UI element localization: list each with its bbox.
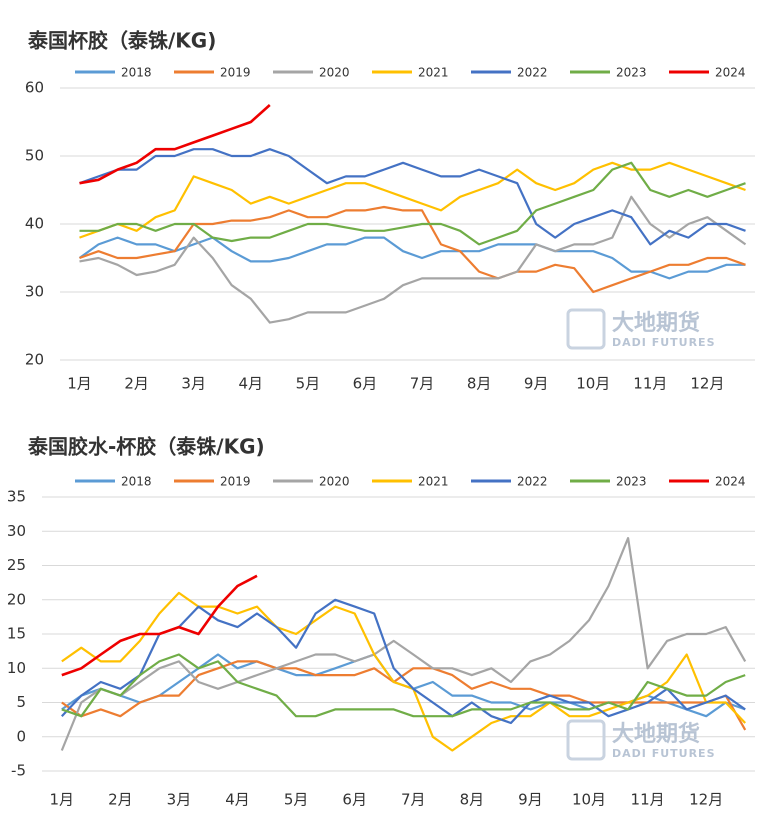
- y-tick-label: 25: [7, 556, 26, 574]
- legend-label: 2019: [220, 475, 251, 489]
- x-tick-label: 12月: [690, 375, 724, 393]
- legend-label: 2022: [517, 475, 548, 489]
- watermark-logo: [566, 308, 606, 350]
- legend-label: 2023: [616, 475, 647, 489]
- legend-label: 2021: [418, 475, 449, 489]
- x-tick-label: 2月: [108, 791, 133, 809]
- y-tick-label: 10: [7, 659, 26, 677]
- y-tick-label: 60: [25, 79, 44, 97]
- series-line: [79, 161, 746, 246]
- legend-label: 2020: [319, 66, 350, 80]
- x-tick-label: 1月: [49, 791, 74, 809]
- legend-label: 2018: [121, 66, 152, 80]
- x-tick-label: 8月: [460, 791, 485, 809]
- y-tick-label: 15: [7, 625, 26, 643]
- legend-label: 2020: [319, 475, 350, 489]
- legend-label: 2019: [220, 66, 251, 80]
- y-tick-label: 35: [7, 488, 26, 506]
- x-tick-label: 9月: [524, 375, 549, 393]
- chart-title: 泰国杯胶（泰铢/KG): [27, 29, 216, 53]
- legend-label: 2022: [517, 66, 548, 80]
- x-tick-label: 11月: [633, 375, 667, 393]
- y-tick-label: 30: [25, 283, 44, 301]
- x-tick-label: 10月: [572, 791, 606, 809]
- legend-label: 2024: [715, 66, 746, 80]
- x-tick-label: 1月: [67, 375, 92, 393]
- x-tick-label: 4月: [225, 791, 250, 809]
- series-line: [79, 104, 271, 185]
- x-tick-label: 12月: [689, 791, 723, 809]
- series-line: [79, 161, 746, 239]
- x-tick-label: 5月: [284, 791, 309, 809]
- x-tick-label: 6月: [353, 375, 378, 393]
- watermark-sub: DADI FUTURES: [612, 747, 716, 760]
- series-line: [78, 236, 746, 280]
- series-line: [61, 591, 746, 752]
- y-tick-label: 0: [16, 727, 26, 745]
- x-tick-label: 3月: [167, 791, 192, 809]
- chart-title: 泰国胶水-杯胶（泰铢/KG): [27, 435, 265, 459]
- watermark-logo: [566, 719, 606, 761]
- series-line: [61, 653, 746, 718]
- y-tick-label: 20: [25, 351, 44, 369]
- watermark: 大地期货: [612, 721, 700, 747]
- x-tick-label: 6月: [342, 791, 367, 809]
- x-tick-label: 4月: [238, 375, 263, 393]
- series-line: [60, 537, 747, 751]
- x-tick-label: 11月: [631, 791, 665, 809]
- y-tick-label: 5: [16, 693, 26, 711]
- y-tick-label: 20: [7, 590, 26, 608]
- series-line: [61, 660, 747, 731]
- x-tick-label: 8月: [467, 375, 492, 393]
- legend-label: 2024: [715, 475, 746, 489]
- y-tick-label: -5: [11, 762, 26, 780]
- legend-label: 2023: [616, 66, 647, 80]
- y-tick-label: 30: [7, 522, 26, 540]
- series-line: [79, 195, 747, 324]
- legend-label: 2018: [121, 475, 152, 489]
- x-tick-label: 7月: [401, 791, 426, 809]
- series-line: [79, 205, 746, 294]
- x-tick-label: 3月: [181, 375, 206, 393]
- watermark: 大地期货: [612, 310, 700, 336]
- series-line: [61, 598, 746, 725]
- y-tick-label: 50: [25, 147, 44, 165]
- series-line: [61, 574, 258, 677]
- x-tick-label: 7月: [410, 375, 435, 393]
- series-line: [79, 148, 746, 246]
- watermark-sub: DADI FUTURES: [612, 336, 716, 349]
- x-tick-label: 2月: [124, 375, 149, 393]
- legend-label: 2021: [418, 66, 449, 80]
- y-tick-label: 40: [25, 215, 44, 233]
- x-tick-label: 10月: [576, 375, 610, 393]
- x-tick-label: 5月: [296, 375, 321, 393]
- x-tick-label: 9月: [518, 791, 543, 809]
